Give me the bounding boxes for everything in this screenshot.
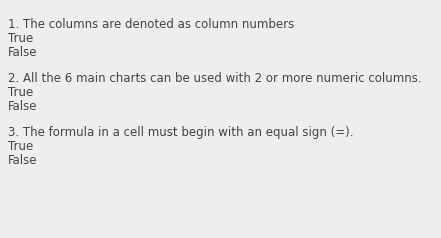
Text: 2. All the 6 main charts can be used with 2 or more numeric columns.: 2. All the 6 main charts can be used wit… [8,72,422,85]
Text: False: False [8,46,37,59]
Text: True: True [8,86,33,99]
Text: True: True [8,32,33,45]
Text: 1. The columns are denoted as column numbers: 1. The columns are denoted as column num… [8,18,294,31]
Text: False: False [8,100,37,113]
Text: True: True [8,140,33,153]
Text: 3. The formula in a cell must begin with an equal sign (=).: 3. The formula in a cell must begin with… [8,126,354,139]
Text: False: False [8,154,37,167]
